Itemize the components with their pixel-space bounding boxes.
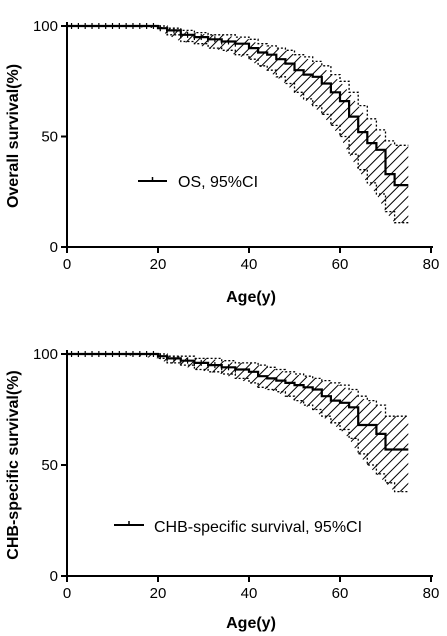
legend-label: OS, 95%CI bbox=[178, 174, 258, 191]
x-tick-label: 0 bbox=[63, 256, 71, 273]
overall-survival-chart: Overall survival(%) Age(y) OS, 95%CI 0 50… bbox=[5, 18, 439, 306]
x-tick-label: 20 bbox=[150, 256, 167, 273]
x-tick-label: 80 bbox=[423, 585, 440, 602]
y-tick-label: 100 bbox=[33, 346, 58, 363]
x-tick-label: 60 bbox=[332, 256, 349, 273]
x-tick-label: 60 bbox=[332, 585, 349, 602]
ci-upper-line bbox=[67, 353, 409, 417]
confidence-band bbox=[67, 26, 409, 223]
ci-upper-line bbox=[67, 25, 409, 146]
y-tick-label: 50 bbox=[41, 129, 58, 146]
chb-specific-survival-chart: CHB-specific survival(%) Age(y) CHB-spec… bbox=[5, 346, 439, 632]
y-tick-label: 0 bbox=[50, 239, 58, 256]
x-axis-label: Age(y) bbox=[226, 615, 276, 632]
x-axis-label: Age(y) bbox=[226, 289, 276, 306]
x-tick-label: 40 bbox=[241, 585, 258, 602]
y-axis-label: CHB-specific survival(%) bbox=[5, 370, 22, 559]
ci-lower-line bbox=[67, 353, 409, 493]
legend-label: CHB-specific survival, 95%CI bbox=[154, 519, 362, 536]
x-tick-label: 20 bbox=[150, 585, 167, 602]
y-tick-label: 0 bbox=[50, 568, 58, 585]
confidence-band bbox=[67, 354, 409, 492]
x-tick-label: 80 bbox=[423, 256, 440, 273]
ci-lower-line bbox=[67, 25, 409, 224]
y-tick-label: 100 bbox=[33, 18, 58, 35]
x-tick-label: 40 bbox=[241, 256, 258, 273]
y-axis-label: Overall survival(%) bbox=[5, 64, 22, 208]
x-tick-label: 0 bbox=[63, 585, 71, 602]
y-tick-label: 50 bbox=[41, 457, 58, 474]
